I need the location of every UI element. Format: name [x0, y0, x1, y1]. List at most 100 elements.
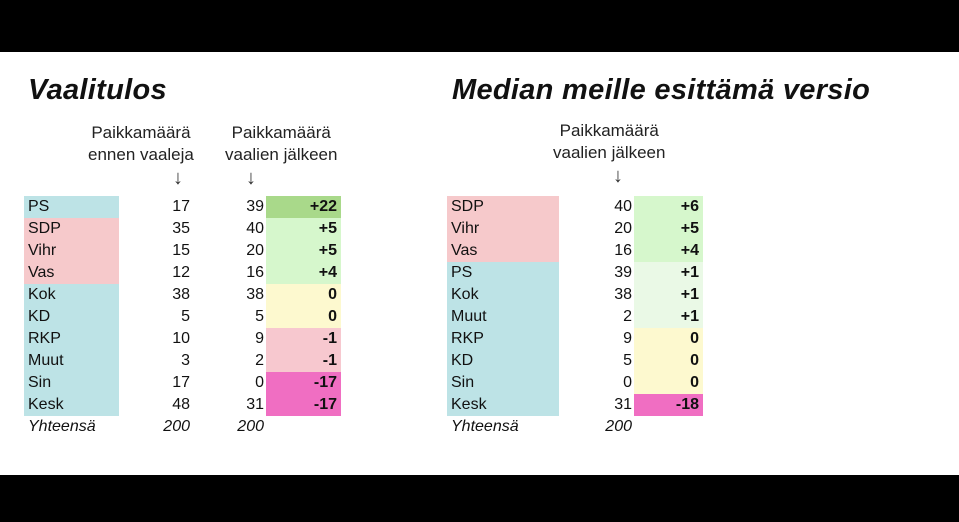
table-row: Sin 17 0 -17: [0, 372, 959, 394]
seat-change: +5: [266, 240, 341, 262]
party-name: Vihr: [24, 240, 119, 262]
seat-change: -18: [634, 394, 703, 416]
right-header-after: Paikkamäärä vaalien jälkeen: [553, 120, 665, 164]
seats-after: 31: [614, 396, 632, 413]
left-header-after-line1: Paikkamäärä: [231, 123, 331, 142]
seats-before: 10: [172, 330, 190, 347]
seats-after: 0: [623, 374, 632, 391]
seat-change: 0: [634, 328, 703, 350]
seat-change: 0: [266, 306, 341, 328]
table-row: SDP 40 +6: [0, 196, 959, 218]
seat-change: -1: [266, 350, 341, 372]
total-label: Yhteensä: [28, 418, 96, 435]
party-name: RKP: [24, 328, 119, 350]
seat-change: +1: [634, 306, 703, 328]
seat-change: -17: [266, 394, 341, 416]
seats-after: 16: [246, 264, 264, 281]
seats-before: 35: [172, 220, 190, 237]
left-header-before-line1: Paikkamäärä: [91, 123, 191, 142]
party-name: PS: [24, 196, 119, 218]
seat-change: +4: [266, 262, 341, 284]
arrow-down-icon: ↓: [173, 167, 183, 189]
table-row: Kok 38 38 0: [0, 284, 959, 306]
left-header-before: Paikkamäärä ennen vaaleja: [88, 122, 194, 166]
seat-change: +6: [634, 196, 703, 218]
right-title: Median meille esittämä versio: [452, 74, 871, 106]
party-name: Muut: [24, 350, 119, 372]
party-name: Muut: [447, 306, 559, 328]
seat-change: +1: [634, 262, 703, 284]
seats-before: 17: [172, 374, 190, 391]
table-row: Kesk 31 -18: [0, 394, 959, 416]
total-row: Yhteensä 200: [0, 416, 959, 438]
seat-change: +1: [634, 284, 703, 306]
party-name: SDP: [24, 218, 119, 240]
table-row: PS 17 39 +22: [0, 196, 959, 218]
party-name: Sin: [24, 372, 119, 394]
arrow-down-icon: ↓: [246, 167, 256, 189]
seats-after: 40: [246, 220, 264, 237]
party-name: KD: [447, 350, 559, 372]
table-row: RKP 9 0: [0, 328, 959, 350]
left-title: Vaalitulos: [28, 74, 167, 106]
right-header-after-line1: Paikkamäärä: [559, 121, 659, 140]
seats-after: 20: [246, 242, 264, 259]
party-name: Vas: [447, 240, 559, 262]
party-name: SDP: [447, 196, 559, 218]
seat-change: 0: [634, 372, 703, 394]
seats-before: 48: [172, 396, 190, 413]
arrow-down-icon: ↓: [613, 165, 623, 187]
table-row: PS 39 +1: [0, 262, 959, 284]
table-row: Vihr 15 20 +5: [0, 240, 959, 262]
party-name: Kesk: [24, 394, 119, 416]
party-name: Vihr: [447, 218, 559, 240]
table-row: KD 5 0: [0, 350, 959, 372]
party-name: Vas: [24, 262, 119, 284]
party-name: PS: [447, 262, 559, 284]
seats-after: 16: [614, 242, 632, 259]
seats-after: 5: [623, 352, 632, 369]
right-header-after-line2: vaalien jälkeen: [553, 143, 666, 162]
table-row: Muut 3 2 -1: [0, 350, 959, 372]
seats-after: 9: [623, 330, 632, 347]
table-row: KD 5 5 0: [0, 306, 959, 328]
seats-after: 0: [255, 374, 264, 391]
seats-before: 17: [172, 198, 190, 215]
table-row: SDP 35 40 +5: [0, 218, 959, 240]
left-header-after: Paikkamäärä vaalien jälkeen: [225, 122, 337, 166]
seat-change: +4: [634, 240, 703, 262]
seats-before: 38: [172, 286, 190, 303]
table-row: Kok 38 +1: [0, 284, 959, 306]
seats-after: 2: [623, 308, 632, 325]
seat-change: 0: [634, 350, 703, 372]
seat-change: 0: [266, 284, 341, 306]
table-row: Vas 12 16 +4: [0, 262, 959, 284]
seats-after: 40: [614, 198, 632, 215]
seat-change: -17: [266, 372, 341, 394]
party-name: Kok: [447, 284, 559, 306]
party-name: Kok: [24, 284, 119, 306]
total-after: 200: [605, 418, 632, 435]
seats-before: 5: [181, 308, 190, 325]
total-after: 200: [237, 418, 264, 435]
party-name: RKP: [447, 328, 559, 350]
seats-after: 20: [614, 220, 632, 237]
seats-before: 12: [172, 264, 190, 281]
seats-after: 31: [246, 396, 264, 413]
left-header-after-line2: vaalien jälkeen: [225, 145, 338, 164]
total-before: 200: [163, 418, 190, 435]
table-row: Muut 2 +1: [0, 306, 959, 328]
seats-after: 9: [255, 330, 264, 347]
total-label: Yhteensä: [451, 418, 519, 435]
table-row: RKP 10 9 -1: [0, 328, 959, 350]
seats-after: 39: [246, 198, 264, 215]
party-name: KD: [24, 306, 119, 328]
seats-after: 38: [246, 286, 264, 303]
seats-after: 2: [255, 352, 264, 369]
seats-before: 3: [181, 352, 190, 369]
seat-change: -1: [266, 328, 341, 350]
left-header-before-line2: ennen vaaleja: [88, 145, 194, 164]
seats-before: 15: [172, 242, 190, 259]
party-name: Kesk: [447, 394, 559, 416]
seats-after: 5: [255, 308, 264, 325]
